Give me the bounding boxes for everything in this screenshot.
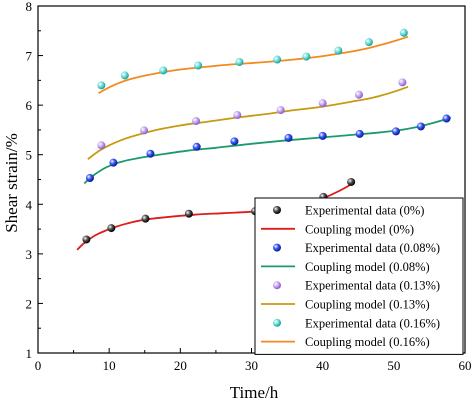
x-tick-label: 50: [387, 358, 400, 373]
legend-label: Coupling model (0.08%): [305, 260, 430, 274]
data-point: [334, 46, 343, 55]
x-tick-label: 0: [35, 358, 42, 373]
data-point: [276, 106, 285, 115]
legend-marker: [273, 318, 281, 327]
y-tick-label: 1: [26, 346, 33, 361]
data-point: [233, 111, 242, 120]
data-point: [398, 78, 407, 87]
data-point: [318, 131, 327, 140]
data-point: [109, 158, 118, 167]
data-point: [416, 122, 425, 131]
series-line-7: [98, 35, 409, 95]
data-point: [302, 52, 311, 61]
x-tick-label: 30: [245, 358, 258, 373]
data-point: [140, 126, 149, 135]
legend-label: Experimental data (0%): [305, 204, 424, 218]
legend-marker: [273, 243, 281, 252]
y-tick-label: 3: [26, 247, 33, 262]
y-tick-label: 2: [26, 296, 33, 311]
y-axis-label: Shear strain/%: [2, 133, 21, 233]
data-point: [107, 224, 116, 233]
data-point: [391, 127, 400, 136]
legend-box: [254, 197, 464, 355]
y-tick-label: 8: [26, 0, 33, 14]
series-line-3: [83, 116, 452, 185]
legend-label: Coupling model (0%): [305, 222, 414, 236]
data-point: [120, 71, 129, 80]
y-tick-label: 6: [26, 98, 33, 113]
legend-label: Experimental data (0.16%): [305, 316, 440, 330]
data-point: [284, 133, 293, 142]
data-point: [347, 177, 356, 186]
x-tick-label: 10: [103, 358, 116, 373]
data-point: [159, 66, 168, 75]
legend-label: Experimental data (0.13%): [305, 279, 440, 293]
legend-label: Experimental data (0.08%): [305, 241, 440, 255]
data-point: [194, 61, 203, 70]
data-point: [192, 142, 201, 151]
legend-label: Coupling model (0.16%): [305, 335, 430, 349]
legend-marker: [273, 206, 281, 214]
data-point: [364, 38, 373, 47]
x-tick-label: 60: [459, 358, 472, 373]
data-point: [146, 149, 155, 158]
legend-marker: [273, 281, 281, 290]
data-point: [354, 90, 363, 99]
data-point: [442, 114, 451, 123]
y-tick-label: 4: [26, 197, 33, 212]
data-point: [191, 117, 200, 126]
legend: Experimental data (0%) Coupling model (0%…: [254, 197, 464, 355]
data-point: [235, 58, 244, 67]
data-point: [273, 55, 282, 64]
data-point: [97, 81, 106, 90]
data-point: [85, 174, 94, 183]
data-point: [97, 141, 106, 150]
x-tick-label: 20: [174, 358, 187, 373]
plot-area: 0 10 20 30 40 50 60 1 2 3 4 5 6 7 8 Experimental data (…: [26, 0, 472, 373]
y-tick-label: 5: [26, 148, 33, 163]
x-tick-label: 40: [316, 358, 329, 373]
data-point: [230, 137, 239, 146]
series-line-5: [87, 85, 409, 160]
y-tick-label: 7: [26, 49, 33, 64]
data-point: [399, 28, 408, 37]
legend-label: Coupling model (0.13%): [305, 298, 430, 312]
data-point: [141, 214, 150, 223]
data-point: [184, 209, 193, 218]
x-axis-label: Time/h: [230, 383, 279, 402]
data-point: [82, 235, 91, 244]
data-point: [355, 129, 364, 138]
data-point: [318, 99, 327, 108]
